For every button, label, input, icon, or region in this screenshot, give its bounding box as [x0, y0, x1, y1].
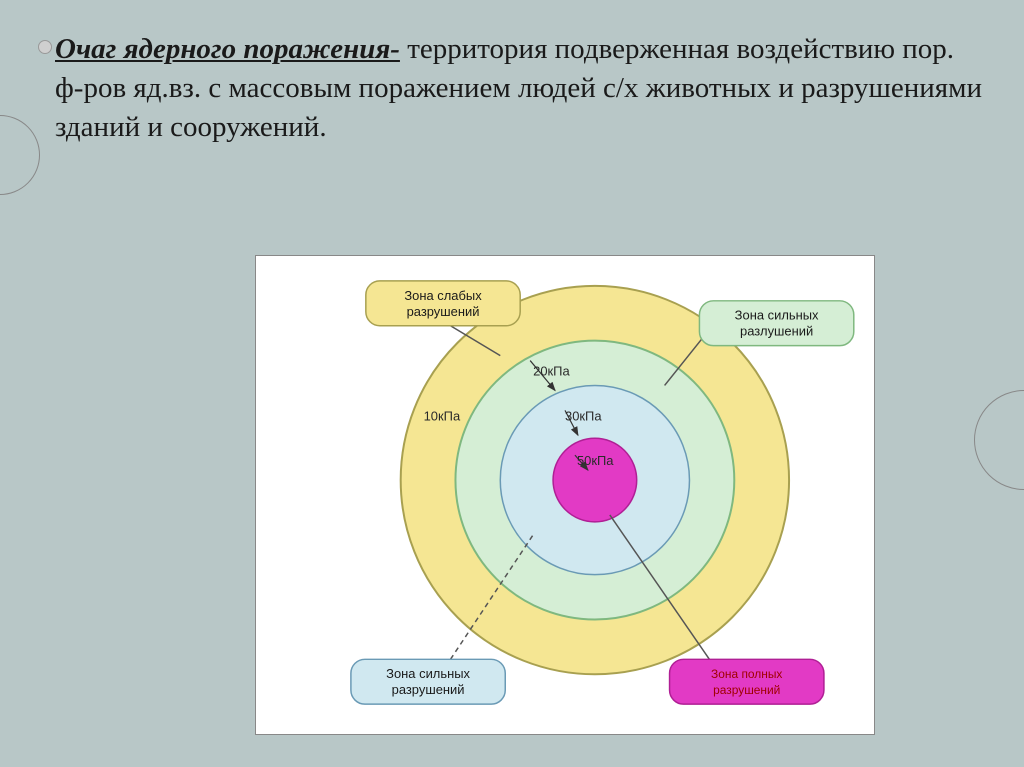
callout-label2-weak: разрушений [407, 304, 480, 319]
callout-label2-full: разрушений [713, 683, 780, 697]
callout-label2-strong-top: разлушений [740, 324, 813, 339]
callout-label2-strong-bottom: разрушений [392, 682, 465, 697]
term-title: Очаг ядерного поражения- [55, 33, 400, 65]
bullet-marker [38, 40, 52, 54]
decorative-circle-right [974, 390, 1024, 490]
callout-label1-strong-top: Зона сильных [735, 308, 819, 323]
diagram-container: 10кПа20кПа30кПа50кПа Зона слабыхразрушен… [255, 255, 875, 735]
callout-label1-strong-bottom: Зона сильных [386, 666, 470, 681]
decorative-circle-left [0, 115, 40, 195]
zones-diagram: 10кПа20кПа30кПа50кПа Зона слабыхразрушен… [256, 256, 874, 734]
callout-box-full [670, 659, 824, 704]
callout-label1-weak: Зона слабых [404, 288, 482, 303]
pressure-label-0: 10кПа [424, 408, 461, 423]
slide: Очаг ядерного поражения- территория подв… [0, 0, 1024, 767]
definition-text: Очаг ядерного поражения- территория подв… [55, 30, 984, 147]
zone-ring-3 [553, 438, 637, 522]
callout-label1-full: Зона полных [711, 667, 782, 681]
pressure-label-2: 30кПа [565, 408, 602, 423]
pressure-label-3: 50кПа [577, 453, 614, 468]
pressure-label-1: 20кПа [533, 364, 570, 379]
